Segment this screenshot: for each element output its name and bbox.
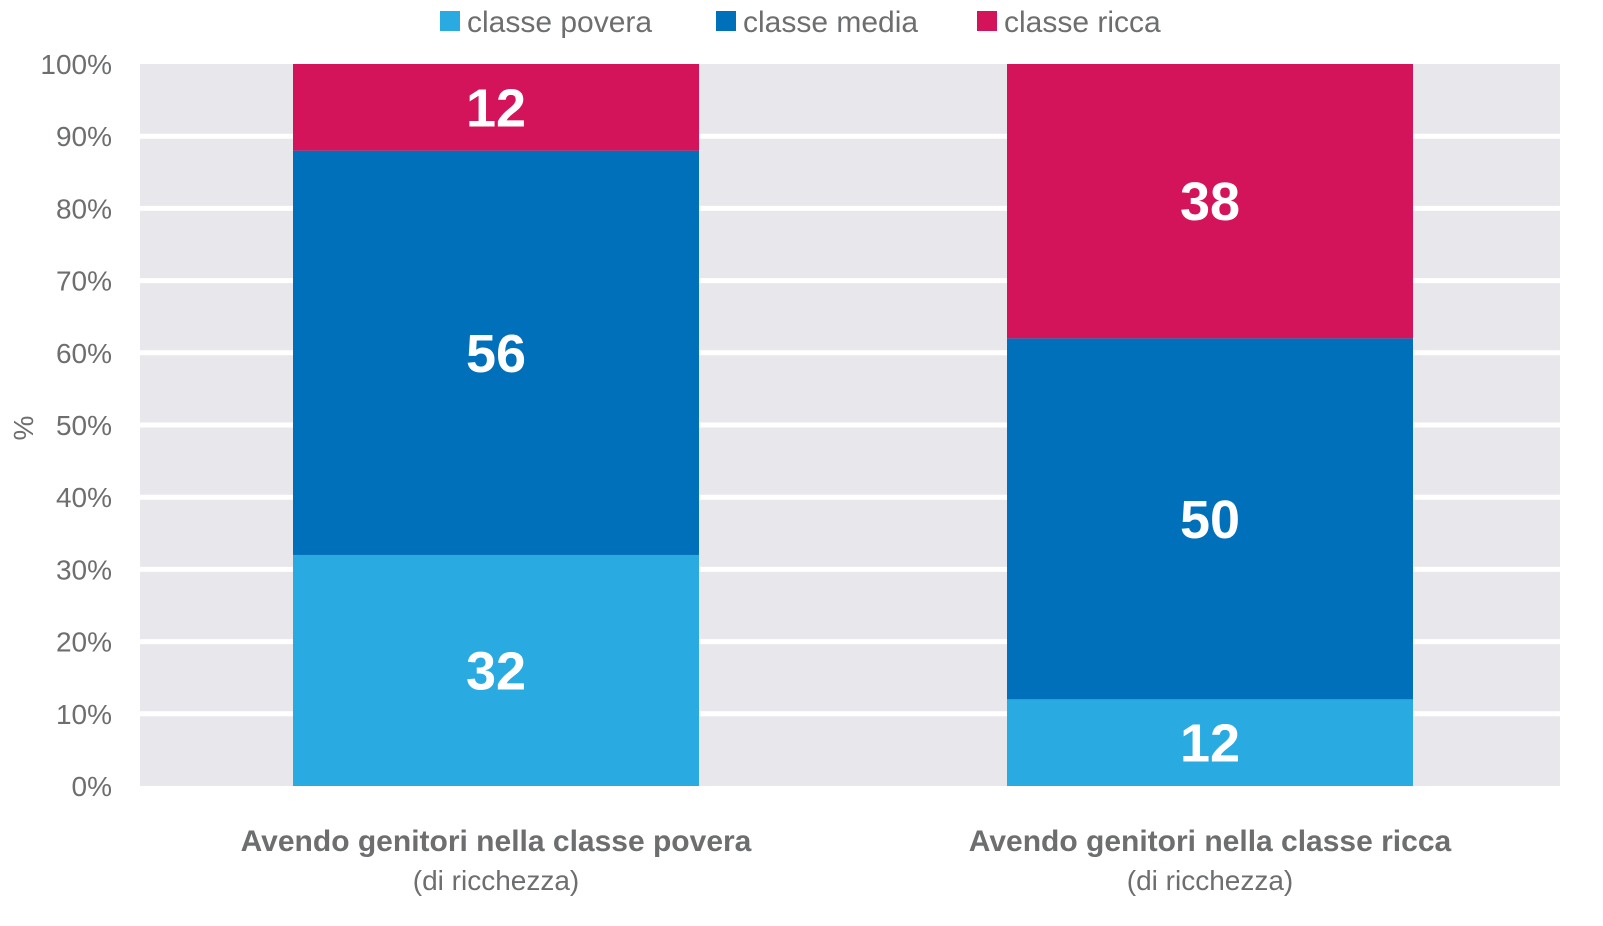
y-tick-label: 0% [72, 771, 112, 802]
legend: classe povera classe media classe ricca [440, 6, 1161, 39]
legend-swatch [716, 11, 736, 31]
bar-segment [293, 150, 699, 555]
bar-segment [293, 64, 699, 151]
y-tick-label: 40% [56, 482, 112, 513]
data-labels: 32 56 12 12 50 38 [466, 78, 1240, 773]
y-tick-label: 70% [56, 266, 112, 297]
data-label: 12 [466, 78, 526, 138]
legend-swatch [440, 11, 460, 31]
y-tick-label: 10% [56, 699, 112, 730]
y-tick-label: 80% [56, 193, 112, 224]
legend-swatch [977, 11, 997, 31]
y-tick-label: 30% [56, 554, 112, 585]
data-label: 56 [466, 324, 526, 384]
y-tick-label: 50% [56, 410, 112, 441]
y-tick-label: 90% [56, 121, 112, 152]
data-label: 38 [1180, 172, 1240, 232]
bar-segment [1007, 64, 1413, 339]
y-tick-label: 100% [40, 49, 112, 80]
y-tick-label: 60% [56, 338, 112, 369]
legend-label: classe povera [467, 6, 652, 39]
x-category-sublabel: (di ricchezza) [1127, 865, 1293, 896]
y-tick-label: 20% [56, 627, 112, 658]
y-axis-ticks: 0% 10% 20% 30% 40% 50% 60% 70% 80% 90% 100% [40, 49, 112, 802]
x-category-label: Avendo genitori nella classe ricca [969, 825, 1452, 858]
bar-segment [1007, 338, 1413, 700]
y-axis-label: % [8, 416, 39, 441]
bars [293, 64, 1413, 786]
bar-segment [1007, 699, 1413, 786]
category-labels: Avendo genitori nella classe povera (di r… [241, 825, 1452, 896]
x-category-sublabel: (di ricchezza) [413, 865, 579, 896]
x-category-label: Avendo genitori nella classe povera [241, 825, 752, 858]
data-label: 32 [466, 641, 526, 701]
bar-segment [293, 554, 699, 786]
legend-label: classe ricca [1004, 6, 1161, 39]
data-label: 50 [1180, 490, 1240, 550]
data-label: 12 [1180, 714, 1240, 774]
legend-label: classe media [743, 6, 918, 39]
